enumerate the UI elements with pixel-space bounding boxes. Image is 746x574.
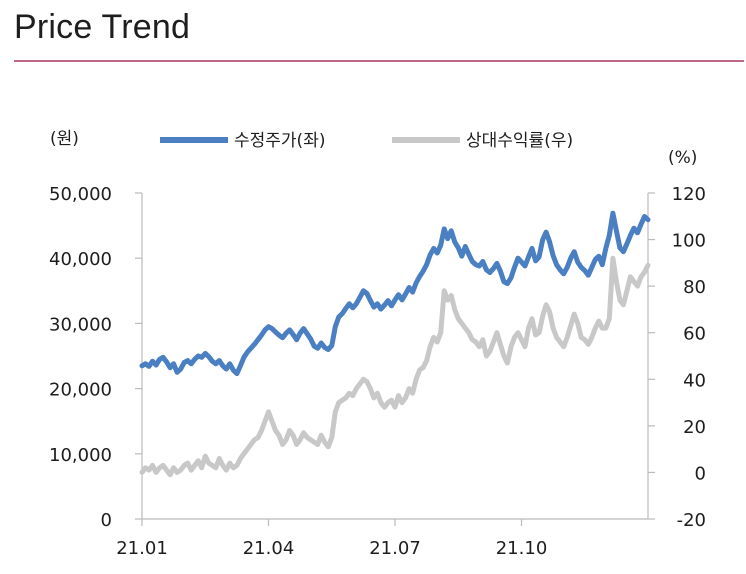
page-title: Price Trend (14, 8, 191, 46)
title-divider (14, 60, 744, 62)
right-tick-label: -20 (677, 510, 706, 531)
x-tick-label: 21.10 (496, 538, 548, 559)
x-tick-label: 21.01 (116, 538, 168, 559)
series-line-adjusted-price (139, 210, 651, 377)
right-axis-unit: (%) (668, 148, 697, 168)
right-axis-ticks: -20 0 20 40 60 80 100 120 (648, 184, 706, 531)
right-tick-label: 60 (683, 324, 706, 345)
legend-label-price: 수정주가(좌) (234, 131, 325, 151)
series-line-relative-return (139, 255, 651, 478)
left-tick-label: 10,000 (49, 445, 112, 466)
x-tick-label: 21.04 (243, 538, 295, 559)
right-tick-label: 20 (683, 417, 706, 438)
right-tick-label: 40 (683, 370, 706, 391)
left-tick-label: 40,000 (49, 249, 112, 270)
right-tick-label: 100 (672, 231, 706, 252)
right-tick-label: 80 (683, 277, 706, 298)
left-tick-label: 30,000 (49, 314, 112, 335)
left-tick-label: 20,000 (49, 380, 112, 401)
left-tick-label: 50,000 (49, 184, 112, 205)
right-tick-label: 120 (672, 184, 706, 205)
x-axis-ticks: 21.01 21.04 21.07 21.10 (116, 519, 547, 559)
x-tick-label: 21.07 (369, 538, 421, 559)
left-tick-label: 0 (101, 510, 112, 531)
left-axis-unit: (원) (50, 129, 79, 149)
right-tick-label: 0 (695, 463, 706, 484)
legend-label-relative: 상대수익률(우) (466, 131, 573, 151)
left-axis-ticks: 0 10,000 20,000 30,000 40,000 50,000 (49, 184, 142, 531)
